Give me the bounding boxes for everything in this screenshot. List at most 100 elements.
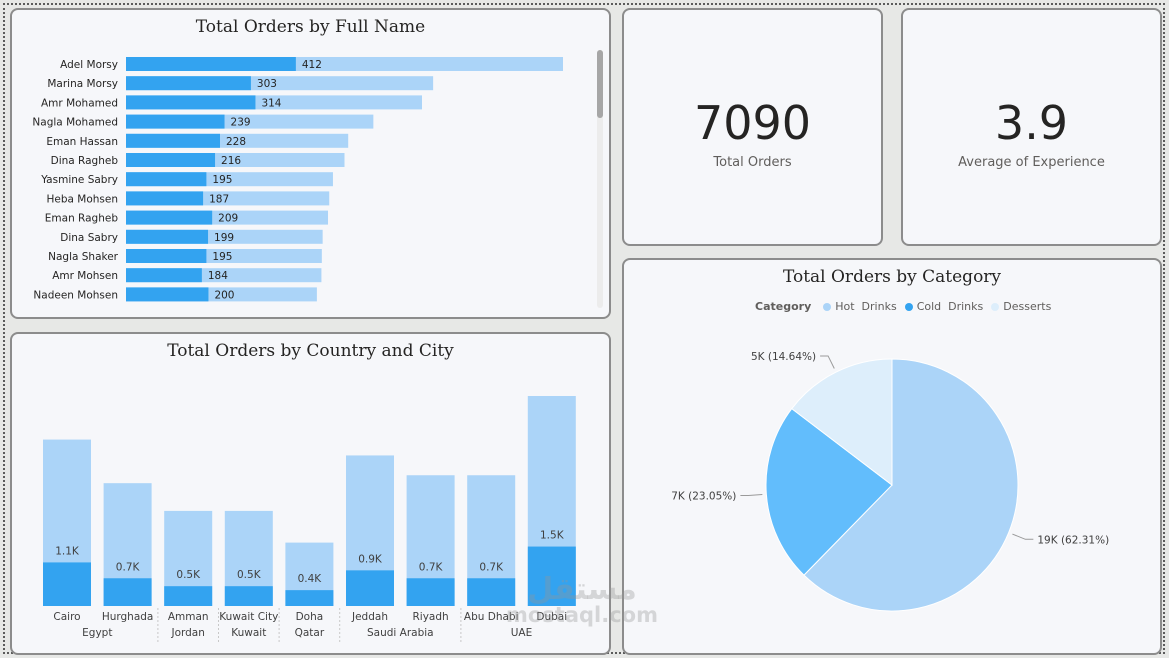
name-axis-label: Yasmine Sabry (40, 174, 118, 186)
city-axis-label: Riyadh (413, 611, 449, 623)
name-axis-label: Heba Mohsen (46, 193, 118, 205)
city-bar[interactable] (467, 578, 516, 606)
name-bar-value-label: 228 (226, 136, 246, 148)
city-bar[interactable] (224, 586, 273, 606)
pie-leader-line (1012, 533, 1034, 540)
city-bar-value-label: 1.1K (55, 545, 80, 557)
city-axis-label: Dubai (536, 611, 567, 623)
pie-slice-label: 19K (62.31%) (1037, 534, 1109, 546)
name-bar-value-label: 314 (261, 97, 281, 109)
city-bar[interactable] (406, 578, 455, 606)
pie-slice[interactable] (791, 358, 893, 487)
pie-slice-label: 7K (23.05%) (671, 491, 736, 503)
country-bar-chart[interactable]: 1.1K Cairo 0.7K Hurghada 0.5K Amman 0.5K Kuwait… (12, 364, 609, 654)
legend-item-cold-drinks[interactable]: Cold Drinks (916, 300, 984, 313)
name-bar[interactable] (126, 249, 207, 263)
category-legend: Category Hot Drinks Cold Drinks Desserts (755, 300, 1051, 313)
pie-leader-line (740, 494, 763, 497)
legend-title: Category (755, 300, 812, 313)
total-orders-card[interactable]: 7090 Total Orders (622, 8, 883, 246)
country-axis-label: Kuwait (231, 627, 266, 639)
name-bar-value-label: 209 (218, 213, 238, 225)
average-experience-card[interactable]: 3.9 Average of Experience (901, 8, 1162, 246)
name-axis-label: Adel Morsy (60, 59, 118, 71)
city-bar-value-label: 0.9K (358, 553, 383, 565)
names-bar-chart[interactable]: Adel Morsy 412 Marina Morsy 303 Amr Mohamed 3… (12, 50, 592, 320)
name-bar-value-label: 303 (257, 78, 277, 90)
names-scrollbar[interactable] (597, 50, 603, 308)
country-axis-label: Qatar (295, 627, 325, 639)
city-bar-value-label: 0.7K (116, 561, 141, 573)
total-orders-value: 7090 (693, 96, 812, 150)
city-bar-value-label: 0.5K (176, 569, 201, 581)
name-bar[interactable] (126, 114, 225, 129)
orders-by-country-panel[interactable]: Total Orders by Country and City 1.1K Cai… (10, 332, 611, 655)
name-bar-value-label: 200 (214, 289, 234, 301)
city-bar-value-label: 0.4K (298, 573, 323, 585)
name-bar-value-label: 187 (209, 193, 229, 205)
name-axis-label: Nadeen Mohsen (33, 289, 118, 301)
city-bar-value-label: 0.7K (479, 561, 504, 573)
name-bar-value-label: 239 (231, 117, 251, 129)
name-bar[interactable] (126, 153, 216, 167)
name-axis-label: Amr Mohamed (41, 97, 118, 109)
city-axis-label: Cairo (53, 611, 80, 623)
legend-swatch-cold (904, 302, 913, 311)
name-bar[interactable] (126, 229, 209, 244)
legend-item-hot-drinks[interactable]: Hot Drinks (835, 300, 897, 313)
pie-slice-label: 5K (14.64%) (751, 351, 816, 363)
country-chart-title: Total Orders by Country and City (167, 341, 454, 361)
name-bar[interactable] (126, 210, 213, 225)
name-axis-label: Eman Ragheb (45, 213, 119, 225)
city-axis-label: Jeddah (351, 611, 388, 623)
names-scroll-thumb[interactable] (597, 50, 603, 118)
name-bar[interactable] (126, 287, 209, 302)
name-bar-value-label: 216 (221, 155, 241, 167)
name-bar-value-label: 199 (214, 232, 234, 244)
category-chart-title: Total Orders by Category (782, 267, 1002, 287)
city-bar[interactable] (527, 546, 576, 606)
country-axis-label: Saudi Arabia (367, 627, 434, 639)
name-bar[interactable] (126, 57, 296, 71)
name-bar-value-label: 195 (212, 174, 232, 186)
name-bar[interactable] (126, 191, 204, 206)
city-axis-label: Hurghada (102, 611, 154, 623)
total-orders-label: Total Orders (713, 155, 792, 170)
average-experience-label: Average of Experience (958, 155, 1105, 170)
country-axis-label: Egypt (82, 627, 112, 639)
name-bar-value-label: 412 (302, 59, 322, 71)
name-axis-label: Nagla Mohamed (32, 117, 118, 129)
city-axis-label: Abu Dhabi (464, 611, 519, 623)
pie-slice[interactable] (765, 407, 893, 576)
orders-by-name-panel[interactable]: Total Orders by Full Name Adel Morsy 412 M… (10, 8, 611, 319)
legend-swatch-desserts (991, 302, 1000, 311)
name-axis-label: Nagla Shaker (48, 251, 119, 263)
names-chart-title: Total Orders by Full Name (195, 17, 426, 37)
category-pie-chart[interactable]: 19K (62.31%) 7K (23.05%) 5K (14.64%) (624, 315, 1160, 655)
city-axis-label: Amman (168, 611, 209, 623)
city-bar-value-label: 0.7K (419, 561, 444, 573)
city-bar[interactable] (346, 570, 394, 606)
city-bar-value-label: 0.5K (237, 569, 262, 581)
name-axis-label: Marina Morsy (47, 78, 118, 90)
city-bar[interactable] (103, 578, 152, 606)
name-axis-label: Dina Sabry (60, 232, 118, 244)
city-bar[interactable] (285, 590, 334, 606)
name-bar[interactable] (126, 172, 207, 187)
name-bar[interactable] (126, 268, 202, 283)
name-bar[interactable] (126, 76, 251, 91)
name-bar[interactable] (126, 95, 256, 110)
orders-by-category-panel[interactable]: Total Orders by Category Category Hot Dr… (622, 258, 1162, 655)
name-axis-label: Amr Mohsen (52, 270, 118, 282)
city-bar[interactable] (43, 562, 91, 606)
city-axis-label: Kuwait City (219, 611, 278, 623)
average-experience-value: 3.9 (994, 96, 1069, 150)
name-bar-value-label: 195 (212, 251, 232, 263)
city-axis-label: Doha (296, 611, 324, 623)
name-bar-value-label: 184 (208, 270, 228, 282)
name-bar[interactable] (126, 133, 220, 148)
pie-slice[interactable] (803, 358, 1019, 612)
city-bar[interactable] (164, 586, 213, 606)
pie-leader-line (820, 355, 835, 369)
legend-item-desserts[interactable]: Desserts (1003, 300, 1052, 313)
